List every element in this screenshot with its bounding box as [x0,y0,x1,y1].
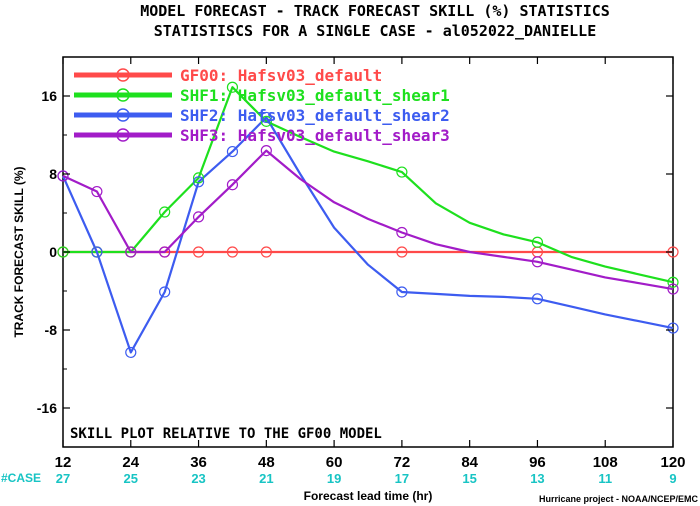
x-tick-label: 108 [593,454,618,471]
series-point-3 [159,286,171,298]
x-tick-label: 96 [529,454,546,471]
series-point-3 [226,145,239,158]
series-line-4 [62,149,674,291]
case-label: #CASE [1,471,41,485]
case-count: 17 [395,471,409,486]
y-tick-label: 0 [49,244,57,260]
series-point-3 [260,111,272,124]
series-point-4 [125,246,137,258]
series-point-4 [57,170,69,182]
series-point-1 [192,246,205,258]
case-count: 11 [598,471,612,486]
x-tick-label: 36 [190,454,207,471]
series-point-3 [192,176,205,188]
series-point-2 [192,172,205,184]
x-tick-label: 48 [258,454,275,471]
legend-marker-2 [116,88,130,102]
legend-label-2: SHF1: Hafsv03_default_shear1 [180,86,450,105]
y-axis-ticks: 16 8 0 -8 -16 [37,56,673,448]
case-count: 15 [462,471,476,486]
series-point-4 [260,145,272,157]
x-axis-ticks: 12 24 36 48 60 72 84 96 108 120 [55,57,686,471]
series-point-2 [260,115,272,127]
x-tick-label: 84 [461,454,478,471]
chart-title: MODEL FORECAST - TRACK FORECAST SKILL (%… [140,2,610,20]
credit-text: Hurricane project - NOAA/NCEP/EMC [539,494,699,504]
series-layer [61,86,674,354]
series-point-1 [396,246,408,258]
series-point-2 [396,166,408,178]
legend-label-1: GF00: Hafsv03_default [180,66,382,85]
case-count: 25 [124,471,138,486]
y-tick-label: 16 [41,88,57,104]
series-point-4 [667,283,679,295]
case-count: 9 [669,471,676,486]
y-tick-label: -8 [45,322,58,338]
legend-marker-3 [116,108,130,122]
y-tick-label: -16 [37,400,57,416]
case-count: 13 [530,471,544,486]
chart-subtitle: STATISTISCS FOR A SINGLE CASE - al052022… [154,22,597,40]
case-count: 21 [259,471,273,486]
case-count-row: 27 25 23 21 19 17 15 13 11 9 [56,471,677,486]
legend-marker-1 [116,68,130,82]
series-line-3 [61,116,674,354]
case-count: 27 [56,471,70,486]
x-tick-label: 120 [660,454,685,471]
x-axis-label: Forecast lead time (hr) [304,489,433,503]
x-tick-label: 60 [326,454,343,471]
series-point-4 [531,256,544,268]
series-point-2 [531,236,544,248]
series-point-2 [667,276,679,288]
legend-label-3: SHF2: Hafsv03_default_shear2 [180,106,450,125]
series-point-4 [91,185,103,198]
series-point-4 [396,226,408,239]
series-point-4 [192,211,205,223]
legend-label-4: SHF3: Hafsv03_default_shear3 [180,126,450,145]
y-tick-label: 8 [49,166,57,182]
series-point-3 [531,293,544,305]
series-point-1 [260,246,272,258]
series-point-4 [226,179,239,191]
series-point-3 [396,286,408,298]
x-tick-label: 12 [55,454,72,471]
series-point-3 [91,246,103,258]
case-count: 19 [327,471,341,486]
x-tick-label: 72 [394,454,411,471]
series-line-2 [63,86,674,284]
series-point-3 [125,346,137,359]
series-point-4 [159,246,171,258]
series-point-2 [226,81,239,93]
case-count: 23 [191,471,205,486]
legend-marker-4 [116,128,130,142]
skill-annotation: SKILL PLOT RELATIVE TO THE GF00 MODEL [70,426,382,442]
marker-layer [57,81,679,359]
y-axis-label: TRACK FORECAST SKILL (%) [12,166,26,337]
series-point-2 [159,206,171,218]
series-point-3 [667,322,679,334]
x-tick-label: 24 [122,454,139,471]
series-point-1 [226,246,239,258]
